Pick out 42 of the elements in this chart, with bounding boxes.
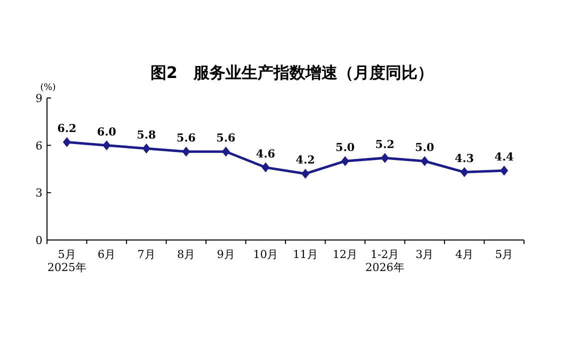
x-tick-label: 12月 — [332, 248, 358, 261]
x-tick-label: 1-2月 2026年 — [365, 248, 404, 274]
x-tick-label: 9月 — [216, 248, 235, 261]
point — [222, 146, 230, 157]
data-label: 4.2 — [296, 154, 315, 167]
point — [460, 167, 468, 178]
y-axis-title: (%) — [40, 83, 56, 93]
data-label: 4.4 — [494, 150, 514, 164]
x-tick-label: 7月 — [137, 248, 156, 261]
x-tick-label: 5月 2025年 — [47, 248, 86, 274]
point — [142, 143, 150, 154]
y-tick-label: 6 — [36, 139, 42, 152]
point — [500, 166, 508, 176]
x-tick-label: 3月 — [416, 248, 434, 261]
chart-title: 图2 服务业生产指数增速（月度同比） — [150, 63, 434, 82]
data-label: 5.6 — [216, 132, 236, 145]
data-label: 5.6 — [176, 132, 196, 145]
x-tick-label: 10月 — [253, 248, 278, 261]
x-tick-label: 6月 — [98, 248, 116, 261]
x-tick-label: 8月 — [177, 248, 196, 261]
point — [62, 137, 71, 148]
x-tick-label: 11月 — [292, 248, 318, 261]
point — [262, 162, 270, 172]
x-tick-label: 4月 — [455, 248, 474, 261]
point — [102, 140, 111, 150]
data-label: 4.3 — [454, 152, 474, 166]
point — [420, 156, 429, 166]
point — [341, 156, 350, 166]
data-label: 5.0 — [415, 141, 435, 154]
y-tick-label: 0 — [36, 234, 42, 247]
y-tick-label: 9 — [36, 92, 42, 105]
data-label: 6.0 — [97, 125, 117, 138]
data-label: 5.8 — [136, 128, 156, 142]
y-tick-label: 3 — [36, 186, 42, 200]
data-label: 4.6 — [256, 147, 276, 160]
data-label: 5.0 — [336, 141, 356, 154]
point — [301, 168, 310, 179]
point — [182, 146, 190, 157]
data-label: 5.2 — [375, 138, 394, 151]
point — [380, 152, 389, 163]
x-tick-label: 5月 — [495, 248, 514, 261]
data-label: 6.2 — [57, 122, 76, 136]
